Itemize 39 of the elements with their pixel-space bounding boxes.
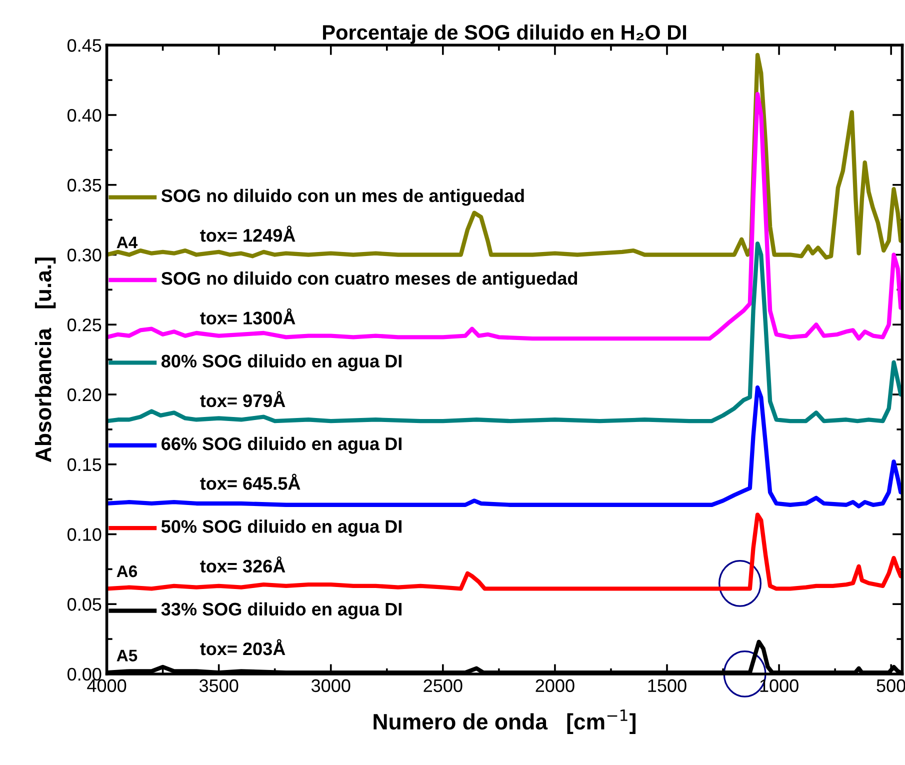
- annotation: A5: [116, 650, 138, 662]
- y-tick-label: 0.15: [67, 458, 102, 472]
- x-tick-label: 2500: [424, 679, 462, 692]
- legend-label: SOG no diluido con cuatro meses de antiguedad: [161, 272, 578, 288]
- x-tick-label: 3500: [199, 679, 238, 692]
- y-tick-label: 0.40: [67, 108, 102, 122]
- legend-label: 33% SOG diluido en agua DI: [161, 602, 402, 620]
- annotation: tox= 326Å: [200, 556, 286, 573]
- legend-label: 50% SOG diluido en agua DI: [161, 520, 402, 537]
- y-tick-label: 0.35: [67, 178, 102, 192]
- x-tick-label: 3000: [311, 679, 350, 692]
- legend-label: 66% SOG diluido en agua DI: [162, 436, 402, 454]
- legend-label: 80% SOG diluido en agua DI: [161, 354, 402, 372]
- annotation: tox= 1300Å: [200, 308, 296, 324]
- annotation: tox= 645.5Å: [200, 474, 300, 490]
- x-tick-label: 500: [876, 679, 905, 692]
- y-axis-title: Absorbancia [u.a.]: [34, 258, 56, 462]
- x-axis-title: Numero de onda [cm$^{−1}$]: [374, 710, 636, 734]
- annotation: tox= 979Å: [200, 391, 286, 408]
- y-tick-label: 0.00: [67, 668, 102, 681]
- annotation: tox= 1249Å: [200, 226, 296, 242]
- x-tick-label: 4000: [87, 679, 126, 692]
- legend-label: SOG no diluido con un mes de antiguedad: [161, 188, 524, 206]
- annotation: A6: [116, 565, 138, 578]
- line-series: [106, 92, 902, 341]
- annotation: A4: [116, 236, 138, 248]
- line-series: [106, 512, 902, 591]
- y-tick-label: 0.20: [67, 388, 102, 402]
- y-tick-label: 0.10: [67, 528, 102, 541]
- y-tick-label: 0.05: [67, 598, 102, 611]
- line-series: [106, 385, 902, 508]
- x-tick-label: 1500: [648, 679, 686, 692]
- chart-title: Porcentaje de SOG diluido en H₂O DI: [323, 24, 686, 44]
- y-tick-label: 0.45: [67, 39, 102, 52]
- line-series: [106, 52, 902, 260]
- x-tick-label: 2000: [536, 679, 574, 692]
- y-tick-label: 0.30: [67, 248, 102, 262]
- y-tick-label: 0.25: [67, 318, 102, 332]
- annotation: tox= 203Å: [200, 639, 286, 656]
